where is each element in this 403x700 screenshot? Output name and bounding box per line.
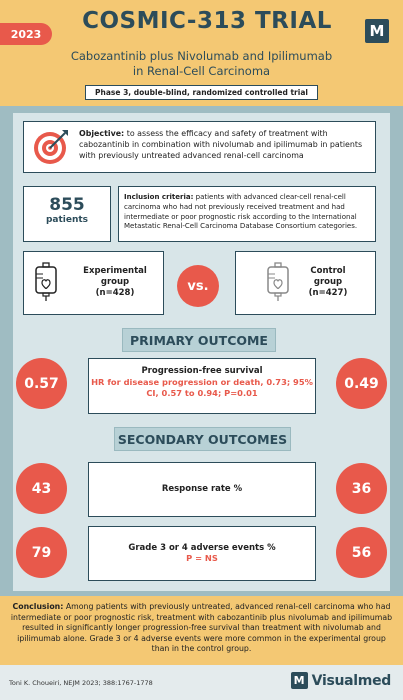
citation: Toni K. Choueiri, NEJM 2023; 388:1767-17…	[9, 679, 153, 687]
control-n: (n=427)	[308, 288, 348, 298]
inclusion-description: patients with advanced clear-cell renal-…	[124, 193, 358, 231]
patient-count-box: 855 patients	[23, 186, 111, 242]
trial-subtitle: Cabozantinib plus Nivolumab and Ipilimum…	[40, 49, 363, 79]
adverse-events-title: Grade 3 or 4 adverse events %	[128, 543, 276, 553]
trial-design: Phase 3, double-blind, randomized contro…	[85, 85, 318, 100]
control-label-line-1: Control	[310, 266, 346, 276]
footer: Toni K. Choueiri, NEJM 2023; 388:1767-17…	[0, 665, 403, 700]
control-group-label: Control group (n=427)	[298, 266, 358, 299]
objective-text: Objective: to assess the efficacy and sa…	[79, 128, 369, 161]
year-badge: 2023	[0, 23, 52, 45]
conclusion-description: Among patients with previously untreated…	[10, 602, 393, 654]
target-icon	[34, 130, 68, 164]
iv-bag-icon	[35, 262, 57, 301]
experimental-group-label: Experimental group (n=428)	[70, 266, 160, 299]
header: 2023 COSMIC-313 TRIAL M Cabozantinib plu…	[0, 0, 403, 106]
brand-logo-icon: M	[365, 19, 389, 43]
adverse-events-box: Grade 3 or 4 adverse events % P = NS	[88, 526, 316, 581]
control-group-box: Control group (n=427)	[235, 251, 376, 315]
trial-title: COSMIC-313 TRIAL	[82, 8, 332, 34]
experimental-n: (n=428)	[95, 288, 135, 298]
control-label-line-2: group	[313, 277, 343, 287]
response-experimental-value: 43	[16, 463, 67, 514]
objective-description: to assess the efficacy and safety of tre…	[79, 129, 363, 160]
response-rate-title: Response rate %	[161, 484, 243, 494]
pfs-detail: HR for disease progression or death, 0.7…	[91, 377, 313, 398]
pfs-title: Progression-free survival	[141, 366, 263, 376]
inclusion-box: Inclusion criteria: patients with advanc…	[118, 186, 376, 242]
experimental-group-box: Experimental group (n=428)	[23, 251, 164, 315]
experimental-label-line-2: group	[100, 277, 130, 287]
primary-outcome-heading: PRIMARY OUTCOME	[122, 328, 276, 352]
subtitle-line-1: Cabozantinib plus Nivolumab and Ipilimum…	[70, 49, 333, 63]
subtitle-line-2: in Renal-Cell Carcinoma	[132, 64, 271, 78]
vs-badge: vs.	[177, 265, 219, 307]
pfs-experimental-value: 0.57	[16, 358, 67, 409]
objective-box: Objective: to assess the efficacy and sa…	[23, 121, 376, 173]
brand-name: Visualmed	[311, 672, 392, 689]
adverse-events-detail: P = NS	[186, 553, 218, 563]
iv-bag-icon	[267, 262, 289, 301]
conclusion-section: Conclusion: Among patients with previous…	[0, 596, 403, 665]
response-rate-box: Response rate %	[88, 462, 316, 517]
secondary-outcomes-heading: SECONDARY OUTCOMES	[114, 427, 291, 451]
inclusion-label: Inclusion criteria:	[124, 193, 194, 201]
response-control-value: 36	[336, 463, 387, 514]
inclusion-text: Inclusion criteria: patients with advanc…	[124, 193, 372, 232]
pfs-box: Progression-free survival HR for disease…	[88, 358, 316, 414]
patient-count-label: patients	[45, 215, 89, 225]
ae-experimental-value: 79	[16, 527, 67, 578]
experimental-label-line-1: Experimental	[83, 266, 147, 276]
pfs-control-value: 0.49	[336, 358, 387, 409]
ae-control-value: 56	[336, 527, 387, 578]
patient-count: 855	[49, 195, 85, 215]
conclusion-label: Conclusion:	[12, 602, 64, 611]
content-panel	[13, 113, 390, 591]
conclusion-text: Conclusion: Among patients with previous…	[9, 602, 394, 655]
brand: M Visualmed	[290, 672, 392, 689]
brand-m-icon: M	[290, 672, 308, 689]
objective-label: Objective:	[79, 129, 125, 138]
